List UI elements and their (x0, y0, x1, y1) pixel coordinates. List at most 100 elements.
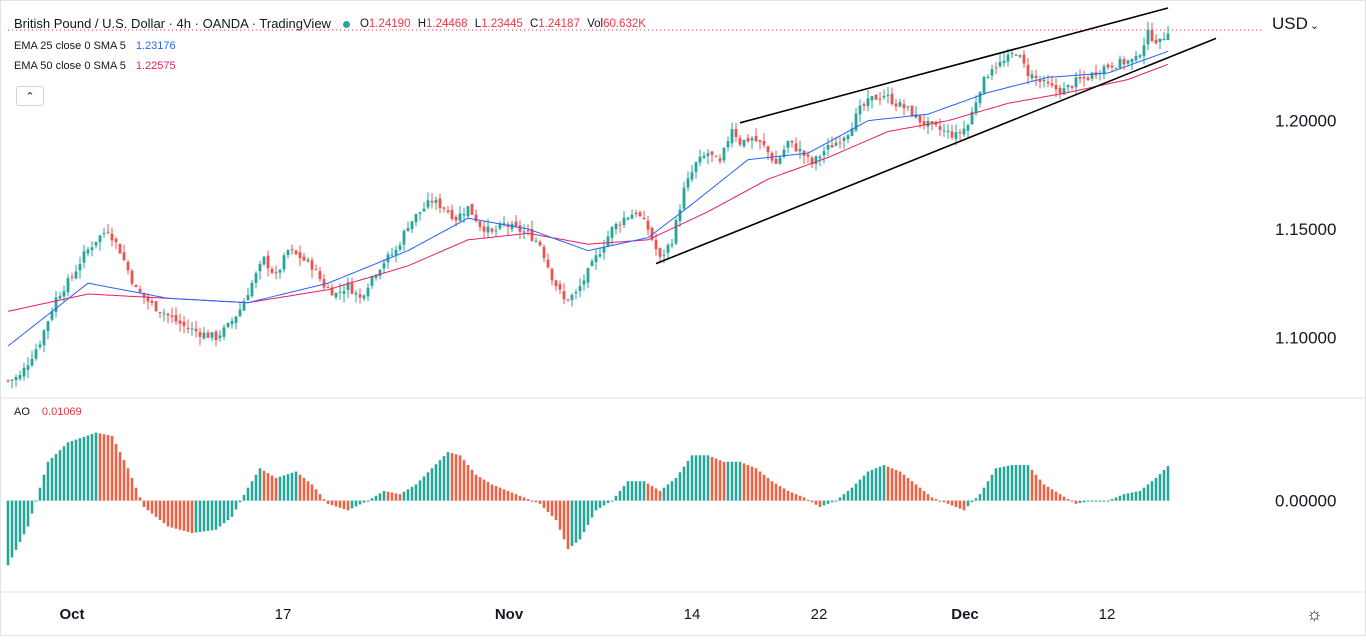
candle-body (206, 332, 210, 338)
candle-body (22, 367, 26, 377)
ao-bar (806, 499, 810, 501)
time-tick-label: Dec (951, 606, 979, 623)
ao-bar (370, 498, 374, 501)
indicator-ema50[interactable]: EMA 50 close 0 SMA 5 1.22575 (14, 56, 650, 76)
ao-bar (810, 500, 814, 503)
ao-bar (226, 500, 230, 521)
currency-selector[interactable]: USD ⌄ (1272, 14, 1319, 34)
candle-body (1082, 77, 1086, 79)
ao-bar (82, 436, 86, 501)
candle-body (482, 226, 486, 232)
candle-body (942, 130, 946, 132)
symbol-title[interactable]: British Pound / U.S. Dollar · 4h · OANDA… (14, 16, 331, 31)
candle-body (1102, 66, 1106, 75)
candle-body (750, 138, 754, 141)
candle-body (930, 121, 934, 123)
ao-bar (46, 461, 50, 501)
candle-body (494, 230, 498, 232)
ao-bar (570, 500, 574, 546)
candle-body (1014, 54, 1018, 56)
ao-bar (506, 490, 510, 501)
ao-bar (798, 495, 802, 501)
ao-bar (778, 486, 782, 501)
ao-bar (94, 432, 98, 501)
candle-body (250, 282, 254, 297)
candle-body (258, 263, 262, 272)
candle-body (1054, 84, 1058, 90)
candle-body (878, 98, 882, 100)
ao-bar (626, 481, 630, 501)
candle-body (598, 254, 602, 257)
ao-bar (762, 474, 766, 501)
collapse-legend-button[interactable]: ⌃ (16, 86, 44, 106)
ao-bar (954, 500, 958, 508)
candle-body (990, 69, 994, 76)
ao-bar (1054, 491, 1058, 501)
indicator-ema25[interactable]: EMA 25 close 0 SMA 5 1.23176 (14, 36, 650, 56)
ao-bar (186, 500, 190, 532)
ao-bar (278, 476, 282, 501)
candle-body (538, 241, 542, 246)
ao-bar (582, 500, 586, 533)
ao-bar (830, 500, 834, 503)
ao-bar (306, 481, 310, 501)
candle-body (954, 132, 958, 139)
ao-bar (982, 487, 986, 501)
candle-body (958, 132, 962, 134)
ao-bar (314, 489, 318, 501)
ao-legend[interactable]: AO 0.01069 (14, 406, 82, 418)
gear-icon[interactable]: ☼ (1306, 604, 1323, 624)
candle-body (214, 331, 218, 341)
candle-body (1046, 81, 1050, 84)
ao-bar (66, 442, 70, 501)
ao-bar (442, 456, 446, 501)
ao-bar (1014, 465, 1018, 501)
candle-body (842, 137, 846, 142)
ao-bar (666, 484, 670, 501)
candle-body (814, 156, 818, 164)
ao-bar (430, 468, 434, 501)
ao-bar (558, 500, 562, 530)
ao-bar (510, 492, 514, 501)
ao-bar (874, 468, 878, 501)
ao-bar (1034, 474, 1038, 501)
candle-body (822, 151, 826, 156)
ao-bar (822, 500, 826, 506)
ao-bar (354, 500, 358, 507)
ao-bar (22, 500, 26, 535)
ao-bar (566, 500, 570, 550)
candle-body (690, 172, 694, 180)
ao-bar (458, 455, 462, 501)
ao-bar (850, 487, 854, 501)
candle-body (594, 255, 598, 262)
low-label: L (474, 18, 482, 30)
ao-bar (786, 490, 790, 501)
chevron-up-icon: ⌃ (25, 90, 35, 103)
ao-bar (766, 477, 770, 501)
candle-body (102, 232, 106, 234)
ao-bar (218, 500, 222, 527)
ao-bar (634, 481, 638, 501)
candle-body (830, 145, 834, 148)
ao-bar (882, 465, 886, 501)
ao-bar (274, 477, 278, 501)
high-value: 1.24468 (426, 18, 468, 30)
candle-body (766, 146, 770, 153)
ao-bar (38, 487, 42, 501)
candle-body (946, 130, 950, 133)
candle-body (14, 377, 18, 381)
ao-bar (554, 500, 558, 521)
candle-body (590, 260, 594, 267)
ao-bar (1110, 499, 1114, 501)
ao-bar (906, 477, 910, 501)
ao-bar (1046, 486, 1050, 501)
candle-body (982, 76, 986, 94)
candle-body (602, 246, 606, 253)
candle-body (202, 332, 206, 339)
low-value: 1.23445 (481, 18, 523, 30)
candle-body (18, 374, 22, 379)
ao-bar (298, 474, 302, 501)
ao-bar (930, 497, 934, 501)
